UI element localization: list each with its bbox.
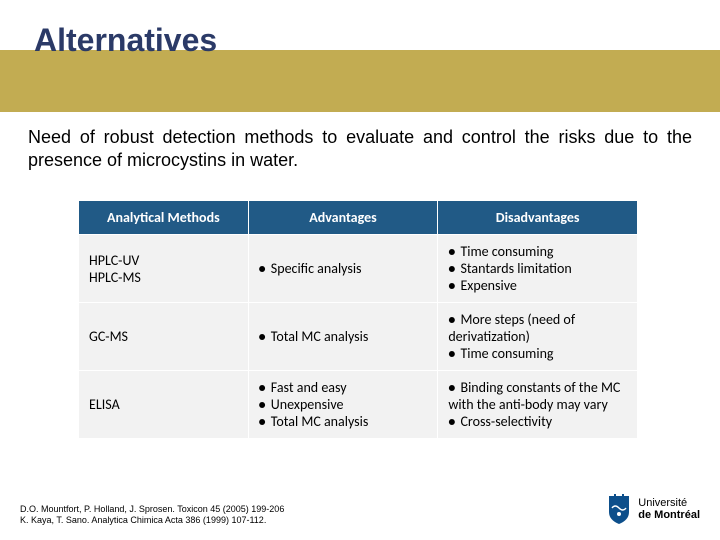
logo-text: Université de Montréal [638, 498, 700, 521]
reference-line: K. Kaya, T. Sano. Analytica Chimica Acta… [20, 515, 284, 526]
logo-shield-icon [606, 494, 632, 526]
disadvantage-item: Time consuming [448, 243, 627, 260]
advantage-item: Unexpensive [259, 396, 428, 413]
cell-disadvantages: More steps (need of derivatization)Time … [438, 303, 638, 371]
cell-method: HPLC-UVHPLC-MS [79, 235, 249, 303]
advantage-item: Specific analysis [259, 260, 428, 277]
cell-disadvantages: Binding constants of the MC with the ant… [438, 371, 638, 439]
page-title: Alternatives [34, 22, 217, 59]
col-header-methods: Analytical Methods [79, 201, 249, 235]
disadvantage-item: Stantards limitation [448, 260, 627, 277]
table-header-row: Analytical Methods Advantages Disadvanta… [79, 201, 638, 235]
logo-line2: de Montréal [638, 510, 700, 522]
cell-advantages: Fast and easyUnexpensiveTotal MC analysi… [248, 371, 438, 439]
references: D.O. Mountfort, P. Holland, J. Sprosen. … [20, 504, 284, 527]
disadvantage-item: Binding constants of the MC with the ant… [448, 379, 627, 413]
cell-advantages: Specific analysis [248, 235, 438, 303]
col-header-advantages: Advantages [248, 201, 438, 235]
col-header-disadvantages: Disadvantages [438, 201, 638, 235]
disadvantage-item: Cross-selectivity [448, 413, 627, 430]
cell-disadvantages: Time consumingStantards limitationExpens… [438, 235, 638, 303]
header-accent-band [0, 50, 720, 112]
table-row: ELISAFast and easyUnexpensiveTotal MC an… [79, 371, 638, 439]
cell-advantages: Total MC analysis [248, 303, 438, 371]
disadvantage-item: More steps (need of derivatization) [448, 311, 627, 345]
cell-method: ELISA [79, 371, 249, 439]
reference-line: D.O. Mountfort, P. Holland, J. Sprosen. … [20, 504, 284, 515]
intro-text: Need of robust detection methods to eval… [28, 126, 692, 171]
advantage-item: Total MC analysis [259, 328, 428, 345]
table-row: HPLC-UVHPLC-MS Specific analysis Time cons… [79, 235, 638, 303]
disadvantage-item: Expensive [448, 277, 627, 294]
advantage-item: Fast and easy [259, 379, 428, 396]
table-row: GC-MS Total MC analysis More steps (need o… [79, 303, 638, 371]
disadvantage-item: Time consuming [448, 345, 627, 362]
methods-table: Analytical Methods Advantages Disadvanta… [78, 200, 638, 439]
advantage-item: Total MC analysis [259, 413, 428, 430]
table-body: HPLC-UVHPLC-MS Specific analysis Time cons… [79, 235, 638, 439]
cell-method: GC-MS [79, 303, 249, 371]
institution-logo: Université de Montréal [606, 494, 700, 526]
